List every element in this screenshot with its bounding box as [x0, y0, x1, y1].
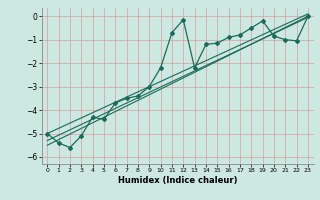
X-axis label: Humidex (Indice chaleur): Humidex (Indice chaleur) [118, 176, 237, 185]
